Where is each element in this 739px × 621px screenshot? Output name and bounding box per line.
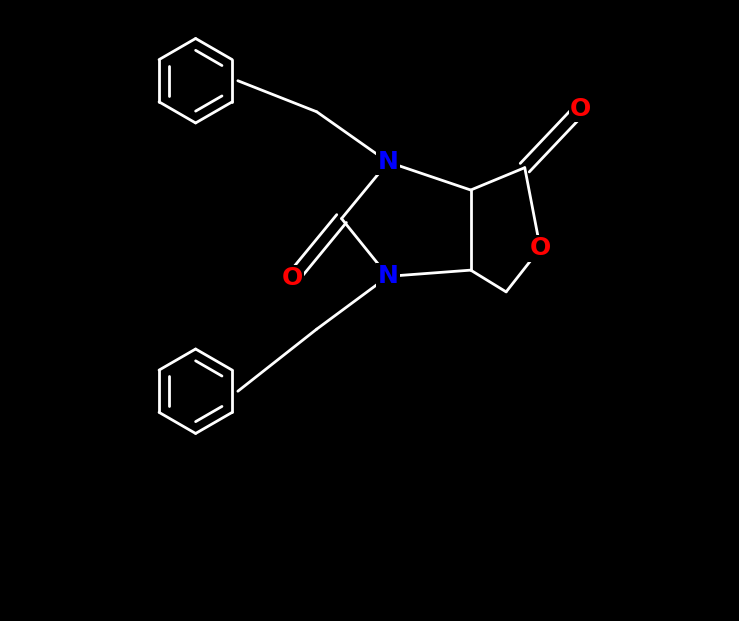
Text: N: N	[378, 265, 398, 288]
Text: O: O	[570, 97, 591, 120]
Text: O: O	[530, 237, 551, 260]
Text: O: O	[282, 266, 303, 290]
Text: N: N	[378, 150, 398, 174]
